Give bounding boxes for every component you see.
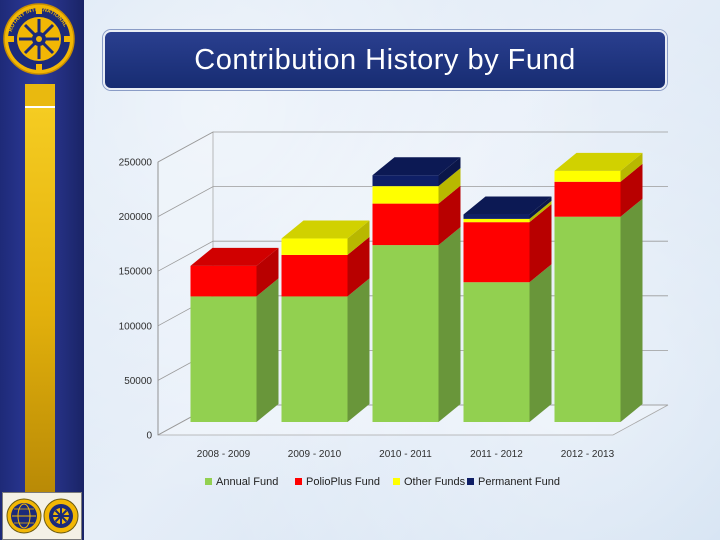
bar-segment-side bbox=[529, 264, 552, 422]
chart-legend: Annual Fund PolioPlus Fund Other Funds Perm… bbox=[205, 476, 560, 488]
x-axis-labels: 2008 - 2009 2009 - 2010 2010 - 2011 2011 - … bbox=[197, 449, 615, 460]
gridline bbox=[157, 186, 668, 217]
bar-segment bbox=[281, 238, 348, 255]
x-tick-label: 2012 - 2013 bbox=[561, 449, 615, 460]
legend-label: Permanent Fund bbox=[478, 476, 560, 488]
bar-segment-side bbox=[529, 204, 552, 283]
legend-label: Other Funds bbox=[404, 476, 466, 488]
bar-stack bbox=[190, 247, 279, 422]
bar-segment-side bbox=[347, 278, 370, 422]
legend-swatch bbox=[295, 478, 302, 485]
y-tick-label: 100000 bbox=[119, 321, 153, 332]
bar-stack bbox=[372, 157, 461, 422]
bar-segment-side bbox=[529, 196, 552, 219]
rotary-foundation-globe-icon bbox=[6, 498, 42, 534]
bar-segment-side bbox=[347, 236, 370, 297]
title-banner: Contribution History by Fund bbox=[103, 30, 667, 90]
bar-segment bbox=[190, 296, 257, 422]
bar-stack bbox=[554, 152, 643, 422]
rotary-wheel-logo: ROTARY INTERNATIONAL bbox=[3, 3, 75, 75]
legend-swatch bbox=[467, 478, 474, 485]
bar-stack bbox=[281, 220, 370, 422]
bar-top bbox=[372, 157, 461, 176]
y-tick-label: 200000 bbox=[119, 212, 153, 223]
bar-top bbox=[463, 196, 552, 215]
y-tick-label: 150000 bbox=[119, 267, 153, 278]
bar-segment-side bbox=[620, 198, 643, 422]
bar-segment bbox=[372, 203, 439, 246]
bar-top bbox=[554, 152, 643, 171]
bar-top bbox=[190, 247, 279, 266]
bar-segment bbox=[463, 282, 530, 422]
bar-segment bbox=[554, 181, 621, 217]
bar-segment-side bbox=[620, 152, 643, 182]
bar-segment bbox=[463, 218, 530, 223]
legend-swatch bbox=[393, 478, 400, 485]
legend-label: PolioPlus Fund bbox=[306, 476, 380, 488]
y-tick-label: 0 bbox=[146, 431, 152, 442]
bar-segment bbox=[554, 216, 621, 422]
x-tick-label: 2011 - 2012 bbox=[470, 449, 523, 460]
bar-segment bbox=[281, 296, 348, 422]
bar-segment-side bbox=[438, 157, 461, 187]
bar-segment-side bbox=[347, 220, 370, 255]
gridline bbox=[157, 131, 668, 163]
bar-segment-side bbox=[620, 163, 643, 217]
y-tick-label: 250000 bbox=[119, 158, 153, 169]
bar-segment-side bbox=[438, 168, 461, 204]
slide-title: Contribution History by Fund bbox=[194, 43, 576, 76]
bar-segment-side bbox=[256, 278, 279, 422]
bar-segment bbox=[372, 245, 439, 422]
x-tick-label: 2009 - 2010 bbox=[288, 449, 342, 460]
bar-stack bbox=[463, 196, 552, 422]
y-tick-label: 50000 bbox=[124, 376, 152, 387]
bar-top bbox=[281, 220, 370, 239]
gold-stripe bbox=[25, 84, 55, 492]
left-sidebar: ROTARY INTERNATIONAL bbox=[0, 0, 84, 540]
chart-bars bbox=[190, 152, 643, 422]
gold-stripe-cap bbox=[25, 84, 55, 108]
bar-segment bbox=[372, 186, 439, 204]
y-axis: 0 50000 100000 150000 200000 250000 bbox=[119, 158, 159, 442]
x-tick-label: 2010 - 2011 bbox=[379, 449, 432, 460]
bar-segment bbox=[190, 265, 257, 297]
x-tick-label: 2008 - 2009 bbox=[197, 449, 251, 460]
legend-swatch bbox=[205, 478, 212, 485]
bar-segment-side bbox=[438, 185, 461, 246]
bar-segment-side bbox=[438, 227, 461, 422]
legend-label: Annual Fund bbox=[216, 476, 278, 488]
bar-segment bbox=[554, 170, 621, 182]
bar-segment bbox=[463, 222, 530, 283]
stacked-bar-chart: 0 50000 100000 150000 200000 250000 2008 - 20… bbox=[119, 131, 669, 488]
bar-segment-side bbox=[529, 200, 552, 223]
rotary-wheel-small-icon bbox=[43, 498, 79, 534]
bar-segment bbox=[372, 175, 439, 187]
bottom-logos-box bbox=[2, 492, 82, 540]
bar-segment bbox=[281, 254, 348, 297]
bar-segment-side bbox=[256, 247, 279, 297]
bar-segment bbox=[463, 214, 530, 219]
